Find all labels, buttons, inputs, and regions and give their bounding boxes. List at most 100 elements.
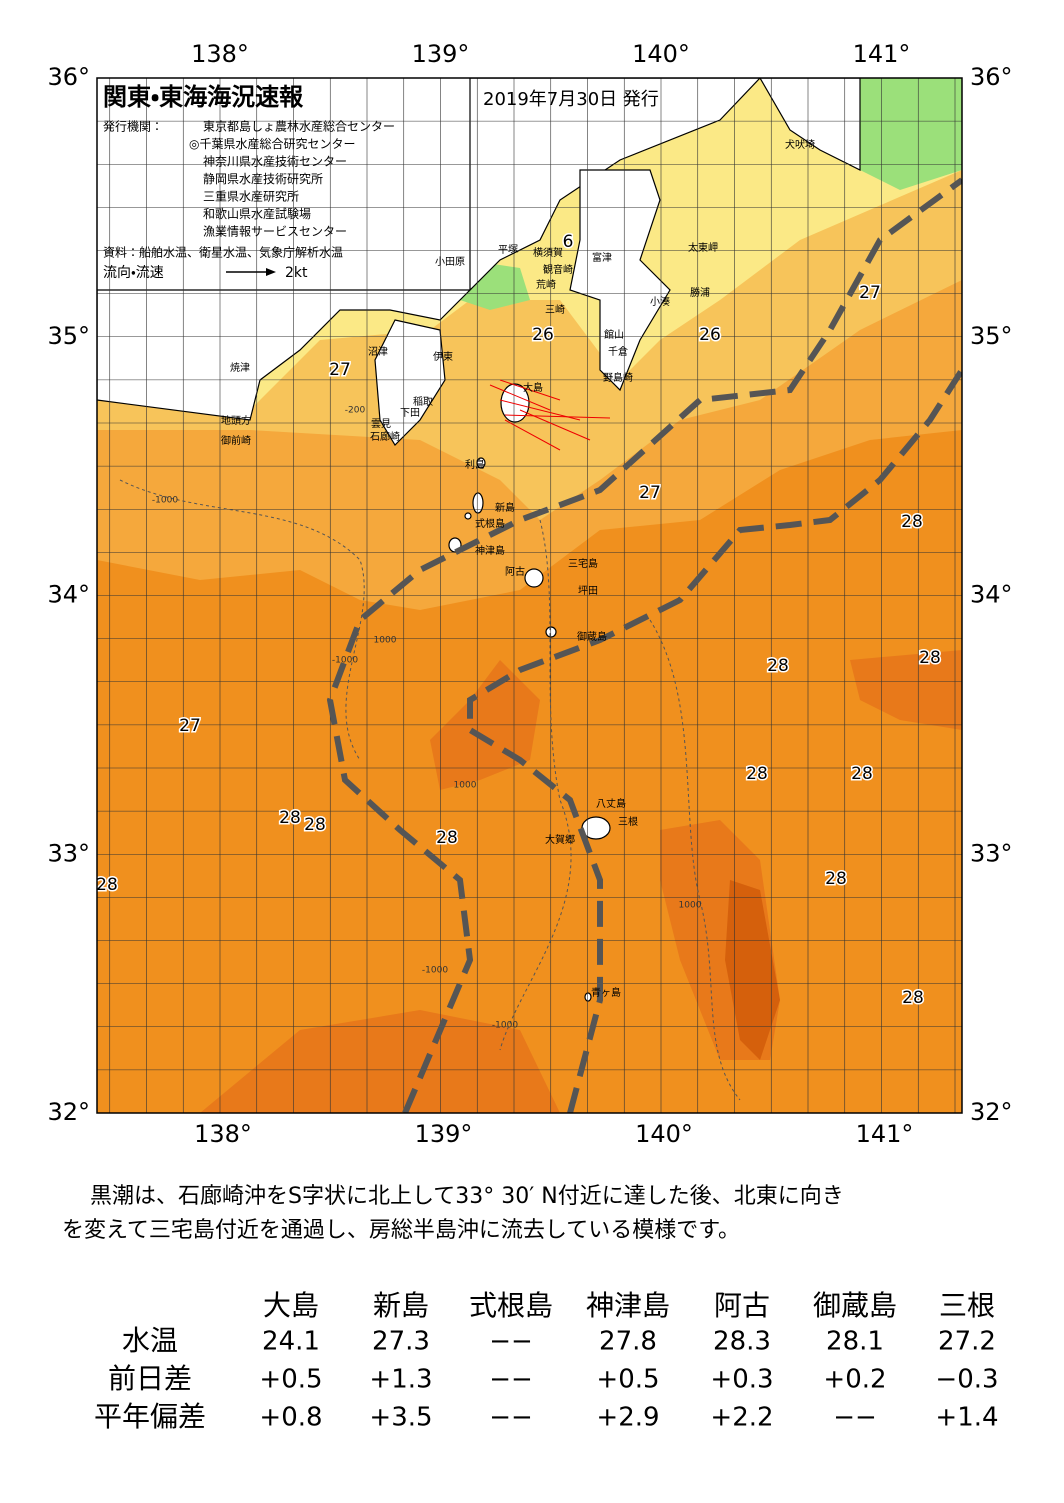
table-header: 大島 xyxy=(263,1289,319,1322)
table-cell: −− xyxy=(833,1403,877,1433)
land xyxy=(97,78,861,1002)
description: 黒潮は、石廊崎沖をS字状に北上して33° 30′ N付近に達した後、北東に向き xyxy=(90,1184,844,1209)
place-name: 太東岬 xyxy=(688,241,718,254)
temperature-label: 28 xyxy=(436,828,458,848)
temperature-label: 28 xyxy=(851,764,873,784)
table-cell: 24.1 xyxy=(262,1327,320,1357)
temperature-label: 28 xyxy=(304,815,326,835)
lon-label-top: 139° xyxy=(412,40,470,68)
temperature-label: 6 xyxy=(563,232,574,252)
lat-label-left: 33° xyxy=(47,839,90,867)
place-name: 荒崎 xyxy=(536,278,556,291)
table-cell: 27.8 xyxy=(599,1327,657,1357)
temperature-label: 28 xyxy=(919,648,941,668)
place-name: 勝浦 xyxy=(690,286,710,299)
contour-label: 1000 xyxy=(374,636,397,646)
table-cell: +1.4 xyxy=(935,1403,998,1433)
table-cell: +0.5 xyxy=(596,1365,659,1395)
place-name: 八丈島 xyxy=(596,797,626,810)
contour-label: -1000 xyxy=(332,656,358,666)
temperature-label: 28 xyxy=(767,656,789,676)
table-cell: +0.2 xyxy=(823,1365,886,1395)
place-name: 平塚 xyxy=(498,244,518,256)
temperature-label: 26 xyxy=(532,325,554,345)
title: 関東・東海海況速報 xyxy=(103,83,304,111)
place-name: 御前崎 xyxy=(221,434,251,447)
table-cell: +0.5 xyxy=(259,1365,322,1395)
table-cell: 28.1 xyxy=(826,1327,884,1357)
table-cell: −− xyxy=(489,1327,533,1357)
publisher: 静岡県水産技術研究所 xyxy=(203,171,323,186)
description: を変えて三宅島付近を通過し、房総半島沖に流去している模様です。 xyxy=(62,1218,740,1243)
table-header: 阿古 xyxy=(714,1289,770,1322)
contour-label: -1000 xyxy=(422,966,448,976)
place-name: 坪田 xyxy=(578,584,598,597)
depth-contours xyxy=(119,479,741,1101)
publisher: 東京都島しょ農林水産総合センター xyxy=(203,119,395,134)
temperature-label: 28 xyxy=(901,512,923,532)
lon-label-bottom: 140° xyxy=(635,1120,693,1148)
place-name: 利島 xyxy=(465,458,485,471)
contour-label: 1000 xyxy=(454,781,477,791)
grid xyxy=(97,78,962,1113)
lon-label-top: 141° xyxy=(853,40,911,68)
legend-label: 流向・流速 xyxy=(103,265,164,281)
lat-label-left: 32° xyxy=(47,1098,90,1126)
table-cell: −− xyxy=(489,1365,533,1395)
place-name: 雲見 xyxy=(371,418,391,430)
temperature-label: 28 xyxy=(96,875,118,895)
contour-label: 1000 xyxy=(679,901,702,911)
table-header: 新島 xyxy=(373,1289,429,1322)
lat-label-left: 34° xyxy=(47,581,90,609)
place-name: 大賀郷 xyxy=(545,833,575,846)
row-label: 平年偏差 xyxy=(94,1400,206,1433)
row-label: 前日差 xyxy=(108,1362,192,1395)
publisher: 漁業情報サービスセンター xyxy=(203,225,347,239)
table-cell: +2.2 xyxy=(710,1403,773,1433)
publisher: 和歌山県水産試験場 xyxy=(203,206,311,221)
lat-label-left: 36° xyxy=(47,63,90,91)
lat-label-right: 35° xyxy=(970,322,1013,350)
temperature-label: 28 xyxy=(902,988,924,1008)
table-header: 御蔵島 xyxy=(813,1289,897,1322)
table-cell: +1.3 xyxy=(369,1365,432,1395)
lat-label-left: 35° xyxy=(47,322,90,350)
temperature-label: 27 xyxy=(859,283,881,303)
place-name: 沼津 xyxy=(368,345,388,358)
lon-label-bottom: 138° xyxy=(194,1120,252,1148)
table-cell: 28.3 xyxy=(713,1327,771,1357)
table-cell: +0.3 xyxy=(710,1365,773,1395)
place-name: 青ヶ島 xyxy=(591,986,621,999)
place-name: 犬吠埼 xyxy=(785,138,815,151)
place-name: 阿古 xyxy=(505,565,525,578)
place-name: 小湊 xyxy=(650,295,670,308)
place-name: 稲取 xyxy=(413,396,433,408)
map-frame xyxy=(96,77,963,1114)
table-cell: 27.3 xyxy=(372,1327,430,1357)
lat-label-right: 36° xyxy=(970,63,1013,91)
place-name: 御蔵島 xyxy=(577,630,607,643)
publisher: 神奈川県水産技術センター xyxy=(203,154,347,169)
publisher: 三重県水産研究所 xyxy=(203,190,299,204)
publisher: ◎千葉県水産総合研究センター xyxy=(189,136,355,151)
table-header: 式根島 xyxy=(469,1289,553,1322)
place-name: 地頭方 xyxy=(221,414,251,427)
table-cell: +2.9 xyxy=(596,1403,659,1433)
issue-date: 2019年7月30日 発行 xyxy=(483,89,659,110)
current-vectors xyxy=(489,379,611,451)
place-name: 小田原 xyxy=(435,256,465,268)
lon-label-bottom: 141° xyxy=(856,1120,914,1148)
place-name: 石廊崎 xyxy=(370,430,400,443)
table-header: 神津島 xyxy=(586,1289,670,1322)
place-name: 三崎 xyxy=(545,303,565,316)
place-name: 下田 xyxy=(400,408,420,419)
place-name: 伊東 xyxy=(433,350,453,363)
temperature-label: 27 xyxy=(639,483,661,503)
lat-label-right: 32° xyxy=(970,1098,1013,1126)
source: 資料：船舶水温、衛星水温、気象庁解析水温 xyxy=(103,245,343,260)
warm-core xyxy=(725,880,780,1060)
lat-label-right: 33° xyxy=(970,839,1013,867)
temperature-label: 28 xyxy=(825,869,847,889)
